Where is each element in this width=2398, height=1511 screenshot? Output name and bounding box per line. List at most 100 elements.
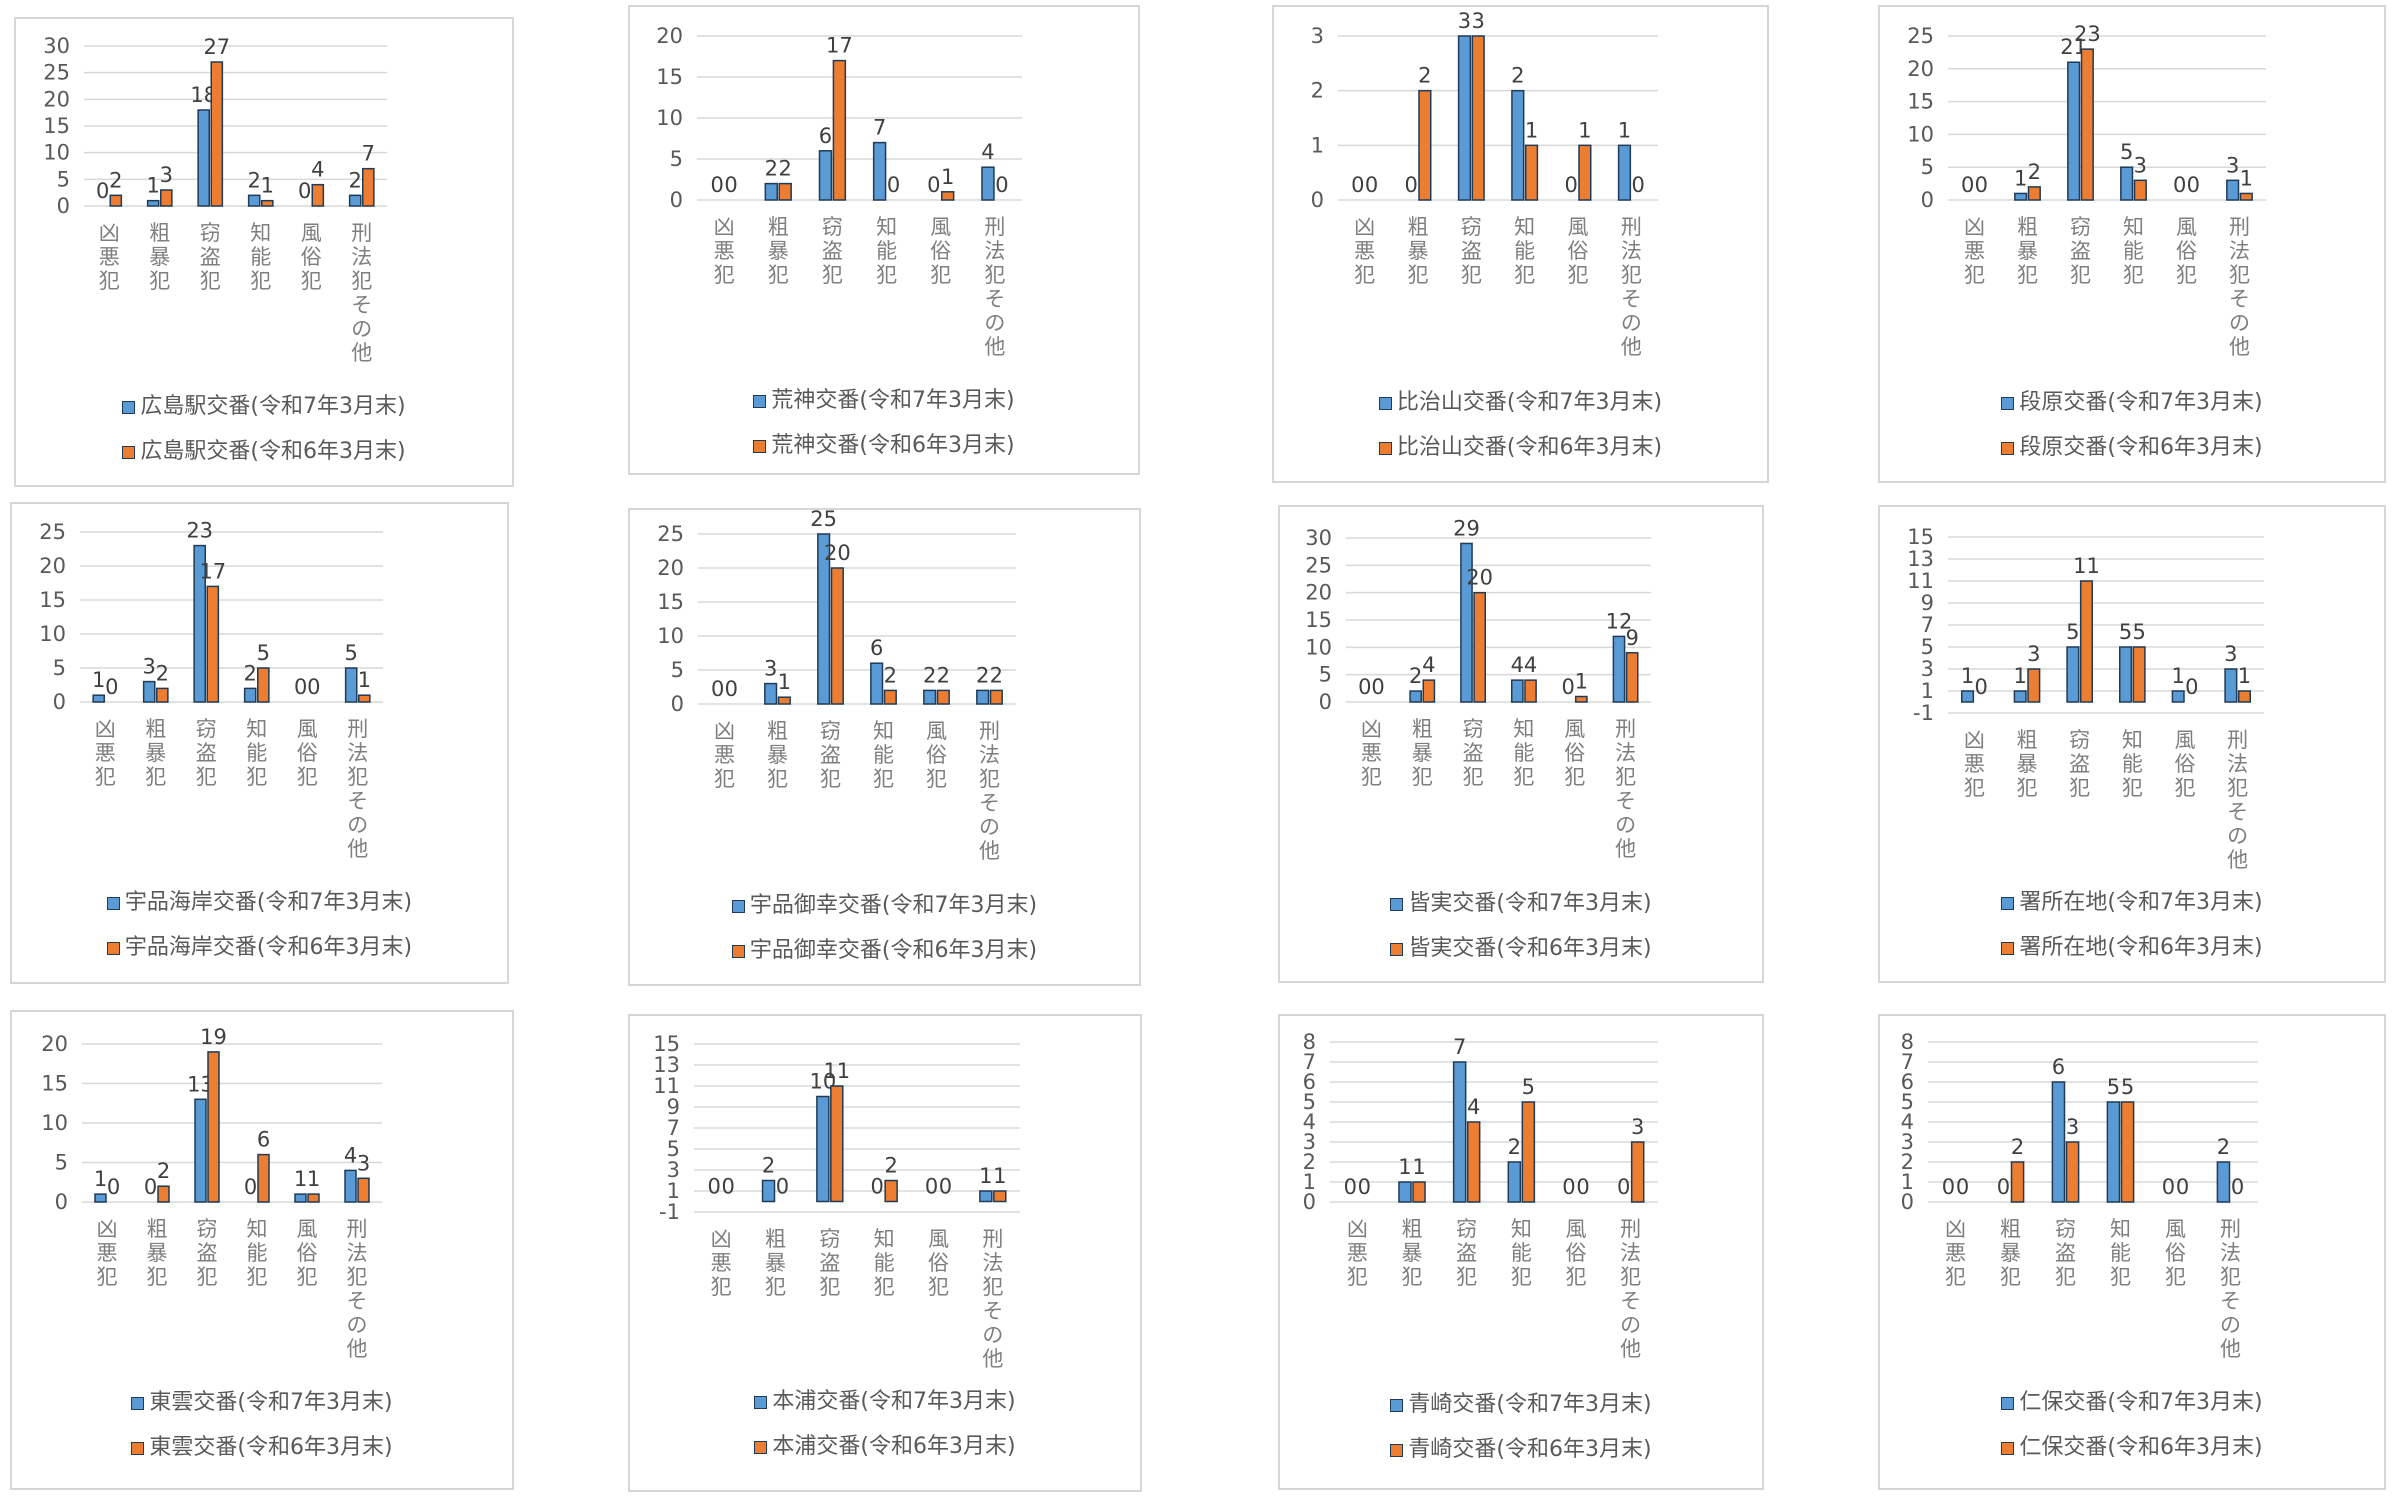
category-label: 犯 <box>928 1275 949 1299</box>
data-label: 3 <box>2224 642 2237 666</box>
y-tick-label: 4 <box>1303 1110 1316 1134</box>
y-tick-label: 1 <box>1901 1170 1914 1194</box>
y-tick-label: 1 <box>667 1179 680 1203</box>
data-label: 11 <box>2073 554 2100 578</box>
y-tick-label: 1 <box>1311 133 1324 157</box>
category-label: 犯 <box>2229 263 2250 287</box>
category-label: 犯 <box>2055 1265 2076 1289</box>
category-label: 犯 <box>1456 1265 1477 1289</box>
data-label: 0 <box>96 179 109 203</box>
y-tick-label: 20 <box>657 556 684 580</box>
data-label: 0 <box>1997 1175 2010 1199</box>
category-label: 犯 <box>1461 263 1482 287</box>
data-label: 0 <box>995 173 1008 197</box>
category-label: 盗 <box>1463 741 1484 765</box>
data-label: 5 <box>1522 1075 1535 1099</box>
data-label: 0 <box>1371 675 1384 699</box>
legend-item: 宇品御幸交番(令和6年3月末) <box>630 928 1139 973</box>
category-label: 風 <box>930 215 951 239</box>
bar <box>358 694 371 703</box>
category-label: 窃 <box>2069 728 2090 752</box>
y-tick-label: 6 <box>1303 1070 1316 1094</box>
bar <box>976 689 990 705</box>
bar <box>832 59 847 201</box>
legend-label: 仁保交番(令和6年3月末) <box>2019 1435 2263 1460</box>
category-label: 犯 <box>2176 263 2197 287</box>
category-label: 知 <box>250 221 271 245</box>
legend-label: 皆実交番(令和7年3月末) <box>1408 891 1652 916</box>
category-label: 刑 <box>2227 728 2248 752</box>
category-label: 犯 <box>1964 263 1985 287</box>
y-tick-label: 0 <box>55 1190 68 1214</box>
category-label: 風 <box>2175 728 2196 752</box>
data-label: 2 <box>2028 160 2041 184</box>
category-label: 俗 <box>1566 1241 1587 1265</box>
y-tick-label: 5 <box>53 656 66 680</box>
category-label: 犯 <box>1621 263 1642 287</box>
bar <box>1457 35 1472 201</box>
bar <box>764 182 778 201</box>
bar <box>344 1169 357 1203</box>
category-label: 犯 <box>2220 1265 2241 1289</box>
bar <box>2120 1101 2135 1203</box>
legend-label: 青崎交番(令和6年3月末) <box>1408 1437 1652 1462</box>
y-tick-label: 5 <box>1901 1090 1914 1114</box>
category-label: 凶 <box>1964 728 1985 752</box>
category-label: 粗 <box>1408 215 1429 239</box>
data-label: 0 <box>294 675 307 699</box>
data-label: 0 <box>2231 1175 2244 1199</box>
category-label: 刑 <box>984 215 1005 239</box>
category-label: 盗 <box>1456 1241 1477 1265</box>
data-label: 2 <box>2217 1135 2230 1159</box>
legend-item: 仁保交番(令和6年3月末) <box>1880 1425 2384 1470</box>
bar <box>92 694 105 703</box>
category-label: 窃 <box>2070 215 2091 239</box>
data-label: 0 <box>711 677 724 701</box>
category-label: 犯 <box>767 767 788 791</box>
category-label: 悪 <box>1964 239 1985 263</box>
y-tick-label: 13 <box>1907 547 1934 571</box>
category-label: 犯 <box>873 767 894 791</box>
data-label: 4 <box>1467 1095 1480 1119</box>
category-label: 悪 <box>714 743 735 767</box>
legend-label: 荒神交番(令和7年3月末) <box>771 388 1015 413</box>
y-tick-label: 10 <box>1305 635 1332 659</box>
bar <box>257 1153 270 1203</box>
category-label: 窃 <box>200 221 221 245</box>
y-tick-label: 5 <box>670 147 683 171</box>
data-label: 1 <box>94 1167 107 1191</box>
bar <box>1471 35 1485 201</box>
category-label: 犯 <box>820 767 841 791</box>
data-label: 3 <box>2066 1115 2079 1139</box>
category-label: 暴 <box>768 239 789 263</box>
data-label: 2 <box>884 1154 897 1178</box>
category-label: 悪 <box>1964 752 1985 776</box>
data-label: 0 <box>1956 1175 1969 1199</box>
legend-item: 仁保交番(令和7年3月末) <box>1880 1380 2384 1425</box>
category-label: 窃 <box>819 1227 840 1251</box>
bar <box>1575 695 1588 703</box>
category-label: 犯 <box>347 1265 368 1289</box>
legend-swatch <box>753 395 767 408</box>
category-label: 犯 <box>1964 776 1985 800</box>
y-tick-label: 0 <box>1319 690 1332 714</box>
y-tick-label: 25 <box>39 520 66 544</box>
bar <box>2216 1161 2231 1203</box>
category-label: 刑 <box>1615 717 1636 741</box>
category-label: 犯 <box>247 1265 268 1289</box>
category-label: 犯 <box>196 765 217 789</box>
data-label: 0 <box>927 173 940 197</box>
legend-swatch <box>2001 897 2015 910</box>
category-label: の <box>2229 311 2250 335</box>
category-label: 他 <box>1615 837 1636 861</box>
data-label: 23 <box>186 519 213 543</box>
category-label: 窃 <box>1456 1217 1477 1241</box>
category-label: 他 <box>2227 848 2248 872</box>
category-label: 悪 <box>1347 1241 1368 1265</box>
y-tick-label: 15 <box>657 590 684 614</box>
category-label: 暴 <box>1402 1241 1423 1265</box>
data-label: 0 <box>2176 1175 2189 1199</box>
data-label: 3 <box>160 163 173 187</box>
